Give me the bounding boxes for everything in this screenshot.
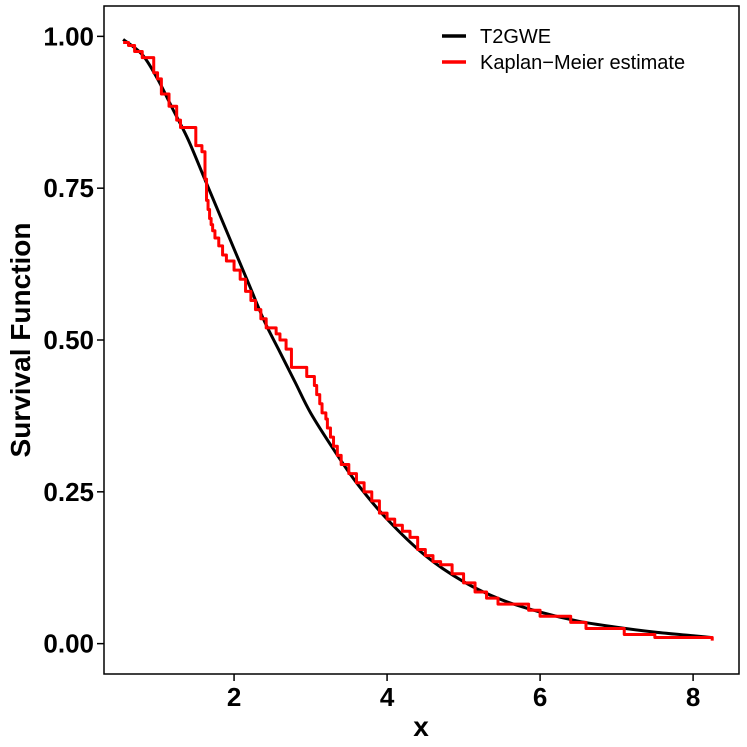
legend-entry: T2GWE xyxy=(480,26,551,48)
y-tick-label: 0.25 xyxy=(43,477,94,507)
y-tick-label: 0.00 xyxy=(43,629,94,659)
x-tick-label: 4 xyxy=(380,682,395,712)
plot-area: 2 4 6 8 0.00 0.25 0.50 0.75 1.00 xyxy=(43,5,740,712)
x-axis-title: x xyxy=(413,711,429,742)
x-tick-label: 6 xyxy=(533,682,547,712)
y-axis-title: Survival Function xyxy=(5,223,36,458)
y-tick-label: 1.00 xyxy=(43,21,94,51)
x-tick-label: 8 xyxy=(686,682,700,712)
x-tick-label: 2 xyxy=(227,682,241,712)
y-tick-label: 0.50 xyxy=(43,325,94,355)
legend-entry: Kaplan−Meier estimate xyxy=(480,52,685,74)
y-tick-label: 0.75 xyxy=(43,173,94,203)
legend: T2GWE Kaplan−Meier estimate xyxy=(442,26,685,74)
series-line-kaplan-meier xyxy=(123,40,714,641)
